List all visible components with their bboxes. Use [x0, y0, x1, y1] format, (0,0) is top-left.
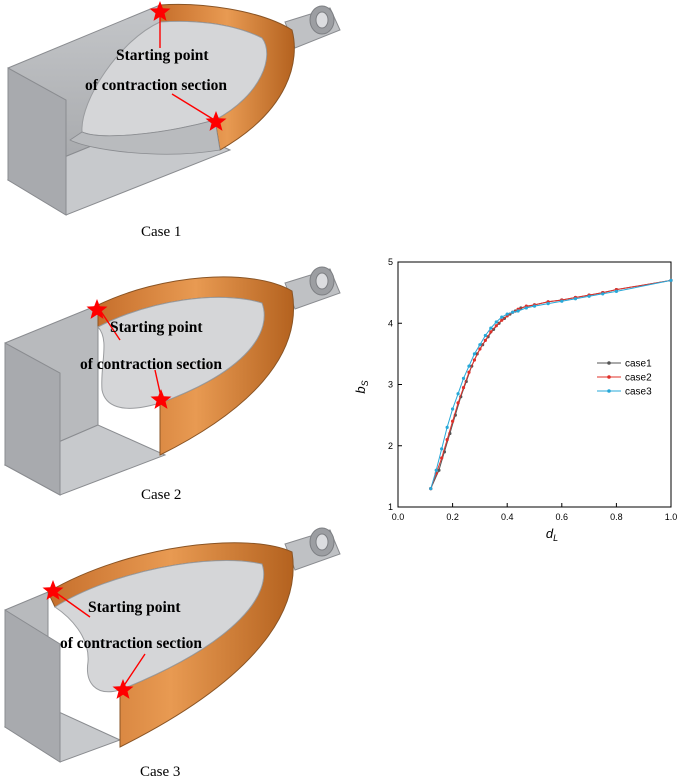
data-point-case3 — [489, 326, 493, 330]
data-point-case2 — [472, 358, 477, 362]
red-star-icon — [112, 679, 134, 699]
x-tick-label: 0.8 — [610, 512, 623, 522]
red-star-icon — [150, 389, 172, 409]
case2-panel: Starting point of contraction section Ca… — [0, 255, 345, 515]
data-point-case3 — [472, 352, 477, 356]
data-point-case3 — [601, 292, 605, 296]
y-tick-label: 3 — [388, 380, 393, 390]
y-tick-label: 2 — [388, 441, 393, 451]
legend-label-case2: case2 — [625, 373, 652, 384]
data-point-case2 — [489, 330, 493, 334]
data-point-case3 — [500, 315, 504, 319]
x-tick-label: 0.2 — [446, 512, 459, 522]
case2-annotation-line2: of contraction section — [80, 356, 223, 373]
data-point-case3 — [429, 487, 433, 491]
case2-leader-top — [99, 309, 121, 341]
data-point-case2 — [461, 385, 466, 390]
y-tick-label: 1 — [388, 502, 393, 512]
data-point-case3 — [587, 294, 591, 298]
legend-label-case3: case3 — [625, 387, 652, 398]
legend-marker-case3 — [607, 389, 611, 393]
data-point-case1 — [437, 468, 441, 472]
data-point-case3 — [478, 343, 482, 347]
case1-caption: Case 1 — [141, 224, 182, 240]
data-point-case3 — [546, 302, 550, 306]
data-point-case2 — [494, 324, 498, 328]
data-point-case3 — [505, 312, 509, 316]
data-point-case3 — [532, 304, 537, 308]
data-point-case3 — [467, 364, 471, 368]
red-star-icon — [42, 580, 64, 600]
case3-model-drawing — [3, 527, 341, 763]
red-star-icon — [205, 111, 227, 131]
y-tick-label: 4 — [388, 318, 393, 328]
x-tick-label: 0.0 — [392, 512, 405, 522]
data-point-case2 — [483, 338, 487, 342]
case2-model-drawing — [3, 266, 341, 496]
case2-annotation-line1: Starting point — [110, 319, 203, 336]
case1-model-drawing — [6, 1, 341, 216]
data-point-case2 — [478, 347, 482, 351]
chart-series-layer — [429, 278, 673, 491]
series-line-case1 — [430, 279, 672, 489]
data-point-case3 — [511, 310, 515, 314]
data-point-case3 — [434, 468, 438, 472]
data-point-case2 — [467, 370, 471, 374]
legend-label-case1: case1 — [625, 359, 652, 370]
red-star-icon — [149, 1, 171, 21]
data-point-case2 — [451, 419, 455, 423]
case1-annotation-line1: Starting point — [116, 47, 209, 64]
case2-caption: Case 2 — [141, 487, 182, 503]
data-point-case3 — [440, 447, 444, 451]
case3-caption: Case 3 — [140, 764, 181, 780]
case3-leader-bottom — [122, 653, 146, 688]
data-point-case2 — [440, 456, 444, 460]
series-line-case2 — [430, 279, 672, 489]
data-point-case2 — [456, 401, 460, 405]
case3-annotation-line2: of contraction section — [60, 635, 203, 652]
data-point-case3 — [516, 309, 520, 313]
case3-annotation-line1: Starting point — [88, 599, 181, 616]
x-tick-label: 1.0 — [665, 512, 678, 522]
data-point-case2 — [445, 438, 449, 442]
chart-legend: case1 case2 case3 — [597, 359, 652, 398]
chart-axes: 0.0 0.2 0.4 0.6 0.8 1.0 1 2 3 4 5 — [388, 257, 677, 522]
data-point-case3 — [669, 278, 673, 282]
data-point-case3 — [573, 297, 578, 301]
data-point-case3 — [614, 289, 618, 293]
series-line-case3 — [430, 279, 672, 489]
case3-leader-top — [54, 591, 91, 618]
data-point-case3 — [494, 320, 498, 324]
data-point-case3 — [451, 407, 455, 411]
data-point-case3 — [560, 299, 564, 303]
data-point-case3 — [445, 425, 449, 429]
case1-panel: Starting point of contraction section Ca… — [0, 0, 345, 250]
case1-annotation-line2: of contraction section — [85, 77, 228, 94]
data-point-case2 — [500, 318, 504, 322]
data-point-case3 — [524, 306, 528, 310]
data-point-case3 — [461, 376, 466, 380]
legend-marker-case1 — [607, 361, 611, 365]
legend-marker-case2 — [607, 375, 611, 379]
y-tick-label: 5 — [388, 257, 393, 267]
x-tick-label: 0.6 — [556, 512, 569, 522]
case3-panel: Starting point of contraction section Ca… — [0, 522, 345, 784]
x-tick-label: 0.4 — [501, 512, 514, 522]
case1-leader-bottom — [171, 93, 217, 122]
red-star-icon — [86, 299, 108, 319]
y-axis-label: bS — [353, 380, 370, 393]
data-point-case3 — [483, 333, 487, 338]
x-axis-label: dL — [546, 526, 558, 543]
data-point-case3 — [456, 392, 460, 396]
